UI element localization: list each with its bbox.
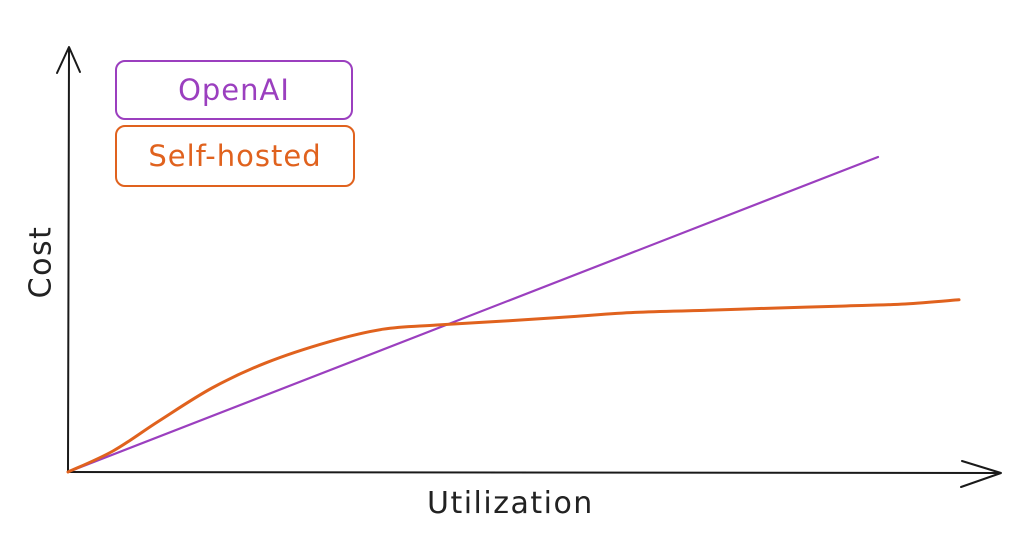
series-line-openai [66,155,880,474]
legend-self-hosted: Self-hosted [115,125,355,187]
legend-self-hosted-label: Self-hosted [148,139,322,173]
x-axis-line [67,471,1001,474]
axes [56,46,1002,488]
series-layer [66,155,961,474]
y-axis-label: Cost [23,225,59,299]
x-axis-label: Utilization [427,486,594,521]
y-axis-arrowhead [56,46,81,74]
series-line-self-hosted [66,298,961,474]
legend-openai: OpenAI [115,60,353,120]
y-axis-line [67,47,70,473]
x-axis-arrowhead [960,460,1002,488]
legend-openai-label: OpenAI [178,73,290,107]
